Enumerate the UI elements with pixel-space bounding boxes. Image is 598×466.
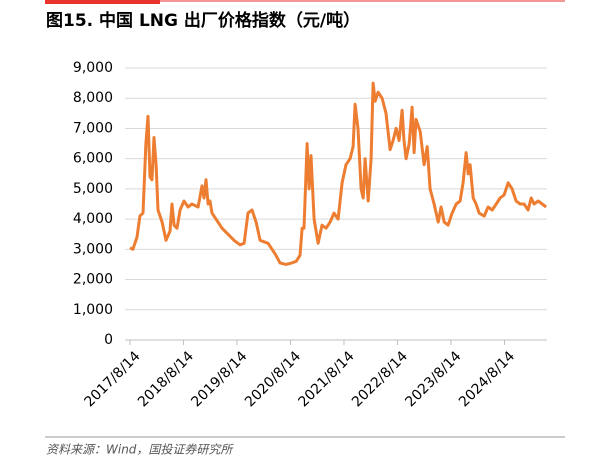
y-tick-label: 8,000 [73,90,113,106]
y-tick-label: 4,000 [73,211,113,227]
x-tick-label: 2023/8/14 [402,348,464,410]
y-tick-label: 1,000 [73,302,113,318]
price-line [129,81,548,266]
x-tick-label: 2017/8/14 [82,348,144,410]
x-tick-label: 2022/8/14 [349,348,411,410]
x-tick-label: 2024/8/14 [456,348,518,410]
x-tick-label: 2019/8/14 [188,348,250,410]
x-tick-label: 2018/8/14 [135,348,197,410]
y-tick-label: 6,000 [73,151,113,167]
title-accent [45,0,160,4]
y-tick-label: 5,000 [73,181,113,197]
y-tick-label: 0 [104,332,113,348]
y-tick-label: 3,000 [73,241,113,257]
chart-title: 图15. 中国 LNG 出厂价格指数（元/吨） [46,10,360,31]
y-tick-label: 2,000 [73,272,113,288]
x-tick-label: 2021/8/14 [296,348,358,410]
y-tick-label: 9,000 [73,60,113,76]
source-note: 资料来源：Wind，国投证券研究所 [46,443,234,457]
x-tick-label: 2020/8/14 [242,348,304,410]
y-tick-label: 7,000 [73,120,113,136]
